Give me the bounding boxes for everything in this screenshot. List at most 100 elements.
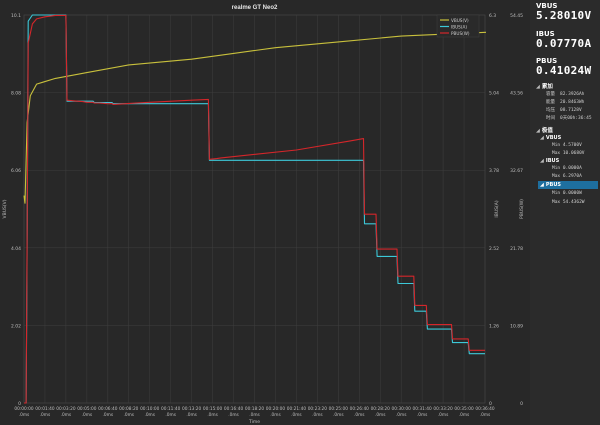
- x-tick-sub: .0ms: [82, 412, 93, 418]
- x-tick-label: 00:28:20: [371, 406, 391, 412]
- y-tick-right2: 32.67: [510, 168, 523, 174]
- x-tick-label: 00:06:40: [98, 406, 118, 412]
- tree-cumulative[interactable]: ◢ 累加: [536, 84, 553, 90]
- x-tick-sub: .0ms: [459, 412, 470, 418]
- x-tick-label: 00:03:20: [56, 406, 76, 412]
- chart-svg: 0 2.02 4.04 6.06 8.08 10.1 0 1.26 2.52 3.78 5.04 6.…: [2, 5, 525, 425]
- x-tick-sub: .0ms: [103, 412, 114, 418]
- legend-label: IBUS(A): [451, 24, 467, 29]
- y-tick-right: 0: [489, 401, 492, 407]
- tree-row-ibus-max: Max 6.2970A: [552, 174, 582, 179]
- y-axis-label-right: IBUS(A): [494, 200, 500, 217]
- y-tick-left: 0: [18, 401, 21, 407]
- x-tick-sub: .0ms: [438, 412, 449, 418]
- x-tick-sub: .0ms: [354, 412, 365, 418]
- x-tick-sub: .0ms: [270, 412, 281, 418]
- x-tick-sub: .0ms: [228, 412, 239, 418]
- y-tick-left: 10.1: [11, 13, 21, 19]
- x-tick-sub: .0ms: [207, 412, 218, 418]
- x-tick-label: 00:05:00: [77, 406, 97, 412]
- chart-area[interactable]: 0 2.02 4.04 6.06 8.08 10.1 0 1.26 2.52 3.78 5.04 6.…: [0, 0, 530, 425]
- x-tick-sub: .0ms: [186, 412, 197, 418]
- x-tick-sub: .0ms: [61, 412, 72, 418]
- x-tick-sub: .0ms: [19, 412, 30, 418]
- tree-row-time: 时间 0天00h:36:45: [546, 116, 592, 121]
- series-line-vbusv: [23, 31, 487, 204]
- y-tick-right2: 21.78: [510, 246, 523, 252]
- pbus-label: PBUS: [536, 57, 558, 65]
- y-tick-right2: 0: [520, 401, 523, 407]
- x-tick-sub: .0ms: [312, 412, 323, 418]
- x-tick-sub: .0ms: [417, 412, 428, 418]
- x-tick-sub: .0ms: [480, 412, 491, 418]
- tree-row-capacity: 容量 82.3926Ah: [546, 92, 585, 97]
- expanded-arrow-icon: ◢: [536, 84, 540, 90]
- tree-row-energy: 能量 20.8463Wh: [546, 100, 585, 105]
- chart-title: realme GT Neo2: [232, 5, 278, 11]
- tree-extremes[interactable]: ◢ 极值: [536, 128, 553, 134]
- x-tick-label: 00:35:00: [454, 406, 474, 412]
- x-tick-label: 00:33:20: [433, 406, 453, 412]
- tree-row-vbus-min: Min 4.5700V: [552, 143, 582, 148]
- x-tick-label: 00:21:40: [287, 406, 307, 412]
- y-tick-right2: 43.56: [510, 91, 523, 97]
- x-tick-sub: .0ms: [40, 412, 51, 418]
- y-tick-right: 2.52: [489, 246, 499, 252]
- x-tick-label: 00:31:40: [412, 406, 432, 412]
- y-tick-left: 8.08: [11, 91, 21, 97]
- x-tick-label: 00:15:00: [203, 406, 223, 412]
- x-tick-label: 00:25:00: [329, 406, 349, 412]
- x-tick-label: 00:13:20: [182, 406, 202, 412]
- y-tick-left: 4.04: [11, 246, 21, 252]
- tree-row-vbus-max: Max 10.0680V: [552, 151, 585, 156]
- y-tick-right: 3.78: [489, 168, 499, 174]
- readout-panel: [530, 0, 600, 425]
- series-line-pbusw: [24, 14, 485, 404]
- x-tick-label: 00:23:20: [308, 406, 328, 412]
- x-tick-label: 00:08:20: [119, 406, 139, 412]
- tree-row-ibus-min: Min 0.0000A: [552, 166, 582, 171]
- y-tick-right: 5.04: [489, 91, 499, 97]
- y-tick-left: 2.02: [11, 323, 21, 329]
- y-axis-label-left: VBUS(V): [2, 199, 8, 218]
- expanded-arrow-icon: ◢: [540, 135, 544, 141]
- y-tick-left: 6.06: [11, 168, 21, 174]
- x-tick-label: 00:26:40: [350, 406, 370, 412]
- ibus-label: IBUS: [536, 30, 555, 38]
- x-axis-label: Time: [248, 419, 260, 425]
- x-tick-sub: .0ms: [144, 412, 155, 418]
- x-tick-label: 00:10:00: [140, 406, 160, 412]
- x-tick-label: 00:16:40: [224, 406, 244, 412]
- x-tick-label: 00:30:00: [392, 406, 412, 412]
- x-tick-sub: .0ms: [249, 412, 260, 418]
- y-tick-right: 6.3: [489, 13, 496, 19]
- vbus-value: 5.28010V: [536, 9, 592, 22]
- tree-row-pbus-min: Min 0.0000W: [552, 191, 582, 196]
- y-tick-right2: 54.45: [510, 13, 523, 19]
- x-tick-sub: .0ms: [375, 412, 386, 418]
- x-tick-label: 00:36:40: [475, 406, 495, 412]
- expanded-arrow-icon: ◢: [536, 128, 540, 134]
- x-tick-label: 00:00:00: [14, 406, 34, 412]
- expanded-arrow-icon: ◢: [540, 158, 544, 164]
- tree-row-pbus-max: Max 54.4362W: [552, 200, 585, 205]
- expanded-arrow-icon: ◢: [540, 182, 544, 188]
- tree-group-ibus[interactable]: ◢ IBUS: [540, 158, 560, 164]
- tree-group-vbus[interactable]: ◢ VBUS: [540, 135, 562, 141]
- tree-group-pbus[interactable]: ◢ PBUS: [538, 181, 598, 189]
- x-tick-sub: .0ms: [165, 412, 176, 418]
- y-tick-right2: 10.89: [510, 323, 523, 329]
- x-tick-sub: .0ms: [333, 412, 344, 418]
- x-tick-label: 00:11:40: [161, 406, 181, 412]
- ibus-value: 0.07770A: [536, 37, 592, 50]
- tree-row-avg-voltage: 均压 08.7128V: [546, 108, 582, 113]
- vbus-label: VBUS: [536, 2, 558, 10]
- x-tick-sub: .0ms: [291, 412, 302, 418]
- y-axis-label-right2: PBUS(W): [519, 199, 525, 219]
- x-tick-sub: .0ms: [124, 412, 135, 418]
- y-tick-right: 1.26: [489, 323, 499, 329]
- pbus-value: 0.41024W: [536, 64, 592, 77]
- legend-label: PBUS(W): [451, 31, 470, 36]
- x-tick-sub: .0ms: [396, 412, 407, 418]
- x-tick-label: 00:18:20: [245, 406, 265, 412]
